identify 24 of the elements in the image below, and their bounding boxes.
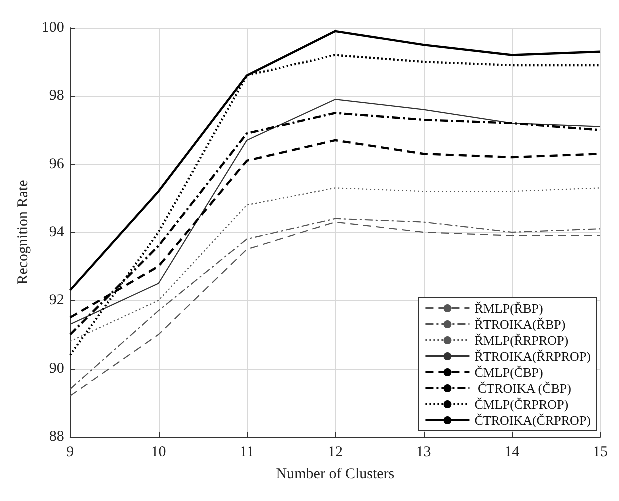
x-tick-label: 10: [151, 444, 166, 460]
x-tick-label: 14: [504, 444, 520, 460]
legend-label: ŘTROIKA(ŘRPROP): [474, 349, 591, 364]
legend-label: ŘMLP(ŘRPROP): [474, 333, 569, 348]
x-tick-label: 12: [328, 444, 343, 460]
legend-label: ČTROIKA (ČBP): [474, 381, 572, 396]
y-tick-label: 96: [49, 156, 65, 172]
y-tick-label: 90: [49, 360, 64, 377]
x-tick-label: 9: [66, 444, 74, 460]
legend-label: ŘMLP(ŘBP): [474, 301, 544, 316]
legend-label: ČMLP(ČRPROP): [474, 397, 569, 412]
x-tick-label: 13: [416, 444, 432, 460]
y-axis-title: Recognition Rate: [16, 180, 32, 285]
y-tick-label: 98: [49, 88, 64, 104]
legend-label: ČMLP(ČBP): [474, 365, 544, 380]
x-tick-label: 11: [240, 444, 254, 460]
x-axis-title: Number of Clusters: [276, 466, 395, 482]
x-tick-label: 15: [593, 444, 608, 460]
y-tick-label: 100: [42, 20, 64, 36]
legend-label: ŘTROIKA(ŘBP): [474, 317, 566, 332]
y-tick-label: 94: [49, 224, 65, 240]
y-tick-label: 88: [49, 429, 64, 445]
y-tick-label: 92: [49, 292, 64, 309]
legend-label: ČTROIKA(ČRPROP): [474, 413, 591, 428]
